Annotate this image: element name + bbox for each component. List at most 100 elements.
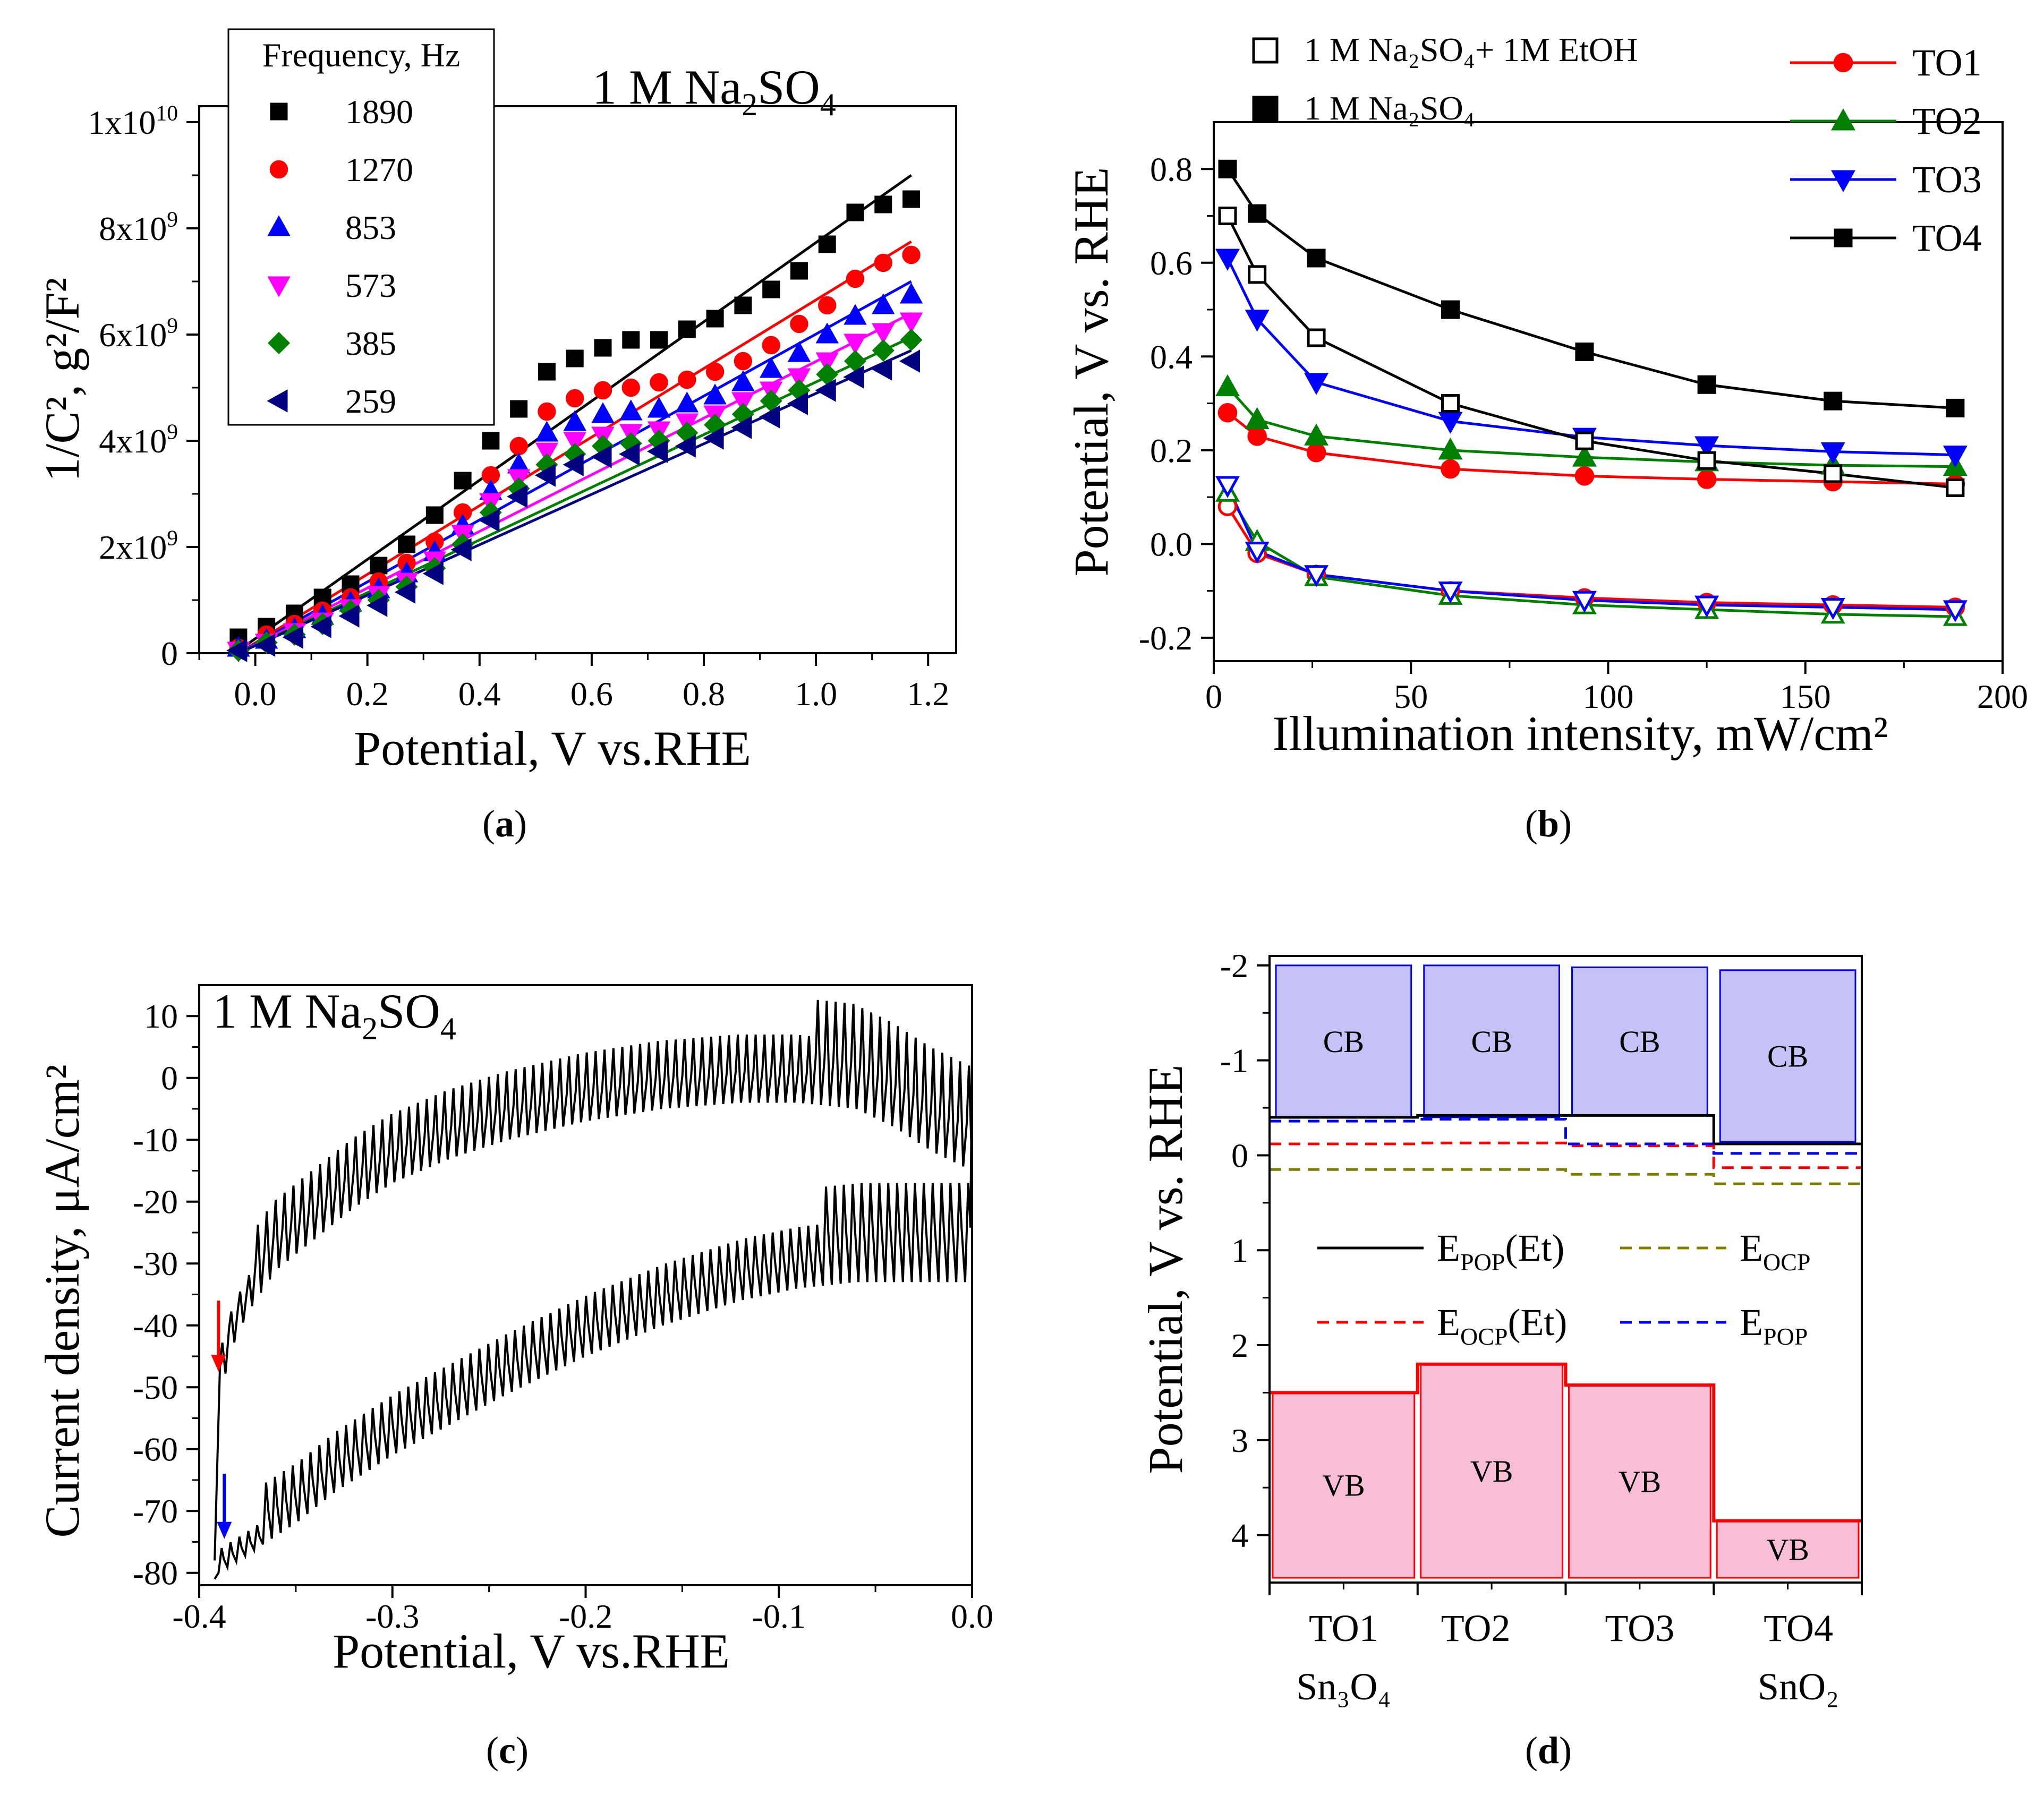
d-legend-label-E_POP(Et): EPOP(Et) [1437,1227,1564,1276]
d-cb-label-TO3: CB [1619,1024,1660,1059]
a-legend-label-853: 853 [345,209,396,246]
d-line-E_OCP [1270,1168,1862,1185]
b-xtick-label: 150 [1780,678,1831,715]
d-cb-label-TO1: CB [1323,1024,1364,1059]
a-point-853 [787,341,811,362]
d-sublabel-TO4: SnO₂ [1758,1665,1839,1708]
b-axis-ticks: 0 50 100 150 200 -0.2 0.0 0.2 0.4 0.6 0.8 [1139,150,2028,715]
c-xtick-label: -0.4 [172,1597,226,1635]
a-point-259 [450,538,472,561]
d-cb-label-TO4: CB [1767,1039,1808,1074]
b-legend-series: TO1 TO2 TO3 TO4 [1790,41,1982,259]
d-legend-label-E_OCP: EOCP [1740,1227,1810,1276]
c-ytick-label: -60 [133,1431,178,1468]
a-point-1270 [902,245,921,264]
a-point-1270 [762,336,780,355]
b-ytick-label: 0.0 [1150,525,1193,563]
c-ytick-label: -40 [133,1307,178,1345]
d-vb-rect-TO2 [1420,1363,1563,1579]
a-point-1890 [734,296,752,314]
b-legend-marker-TO1 [1833,53,1853,73]
c-current-trace [214,999,973,1580]
b-point-TO2-filled [1245,407,1270,429]
b-point-TO4-open [1697,451,1716,470]
a-legend-marker-385 [267,331,291,355]
a-point-1270 [874,253,892,272]
a-point-259 [871,357,892,381]
a-point-1890 [790,262,808,280]
a-point-259 [367,594,388,617]
c-ytick-label: -30 [133,1245,178,1283]
a-point-259 [479,509,500,532]
a-point-1890 [650,331,668,349]
c-y-axis-label: Current density, μA/cm² [35,1064,89,1537]
a-point-1890 [594,339,612,357]
a-xtick-label: 0.0 [234,675,277,713]
a-point-1270 [790,314,808,334]
a-point-853 [759,357,783,378]
b-legend-label-TO1: TO1 [1912,41,1982,84]
a-axis-ticks: 0.0 0.2 0.4 0.6 0.8 1.0 1.2 0 2x109 4x109 6x109 8x1… [88,100,949,713]
a-point-259 [815,379,836,402]
b-point-TO1-filled [1247,426,1267,446]
a-point-259 [338,604,360,628]
d-cb-label-TO2: CB [1471,1024,1512,1059]
a-xtick-label: 1.2 [907,675,949,713]
c-annotation: 1 M Na2SO4 [212,984,456,1046]
a-legend-label-259: 259 [345,382,396,420]
b-point-TO4-filled [1697,375,1716,394]
a-point-1270 [650,373,668,392]
b-legend-label-TO4: TO4 [1912,217,1982,259]
a-point-259 [507,485,528,508]
b-point-TO4-open [1218,207,1237,226]
b-point-TO4-open [1824,464,1843,483]
a-point-1890 [678,320,696,338]
a-point-1270 [566,389,584,408]
a-point-385 [872,339,895,362]
b-legend-marker-TO2 [1831,108,1855,131]
c-arrow-head-1 [217,1521,232,1539]
d-ytick-label: 3 [1231,1422,1248,1459]
d-category-label-TO1: TO1 [1309,1607,1378,1649]
c-ytick-label: -50 [133,1369,178,1406]
b-point-TO2-filled [1572,444,1597,467]
d-band-rectangles: CB VB CB VB CB VB CB VB [1270,964,1862,1579]
a-point-1270 [593,381,612,400]
a-x-axis-label: Potential, V vs.RHE [354,721,751,775]
a-point-1890 [762,280,780,298]
a-annotation: 1 M Na2SO4 [592,60,836,122]
a-point-1890 [902,190,921,208]
b-point-TO3-open [1820,598,1845,620]
d-ytick-label: 4 [1231,1517,1248,1554]
d-potential-lines [1270,1114,1862,1185]
a-point-573 [731,392,755,413]
b-legend-conditions: 1 M Na₂SO₄+ 1M EtOH 1 M Na₂SO₄ [1252,31,1638,127]
a-point-853 [844,304,867,325]
d-category-label-TO2: TO2 [1441,1607,1511,1649]
a-point-1890 [454,472,472,490]
panel-c-chart: -0.4 -0.3 -0.2 -0.1 0.0 -80 -70 -60 -50 -40 -30 -20… [35,984,993,1772]
a-point-573 [563,432,586,453]
b-point-TO4-filled [1946,398,1965,417]
c-axis-ticks: -0.4 -0.3 -0.2 -0.1 0.0 -80 -70 -60 -50 -40 -30 -20… [133,997,993,1635]
a-point-853 [703,383,727,405]
b-point-TO3-open [1572,591,1597,613]
a-point-259 [226,639,248,662]
a-ytick-label: 0 [161,635,178,672]
d-category-label-TO3: TO3 [1605,1607,1675,1649]
panel-a-chart: 0.0 0.2 0.4 0.6 0.8 1.0 1.2 0 2x109 4x109 6x109 8x1… [35,28,957,845]
a-point-1890 [538,363,556,381]
b-point-TO3-open [1245,542,1270,564]
b-point-TO3-open [1694,595,1719,618]
a-point-1270 [538,402,556,421]
a-point-853 [563,410,586,431]
b-line-TO1-filled [1227,412,1955,485]
d-vb-rect-TO3 [1568,1384,1711,1579]
a-point-573 [535,442,559,464]
b-point-TO4-filled [1824,391,1843,411]
b-point-TO3-filled [1820,442,1845,465]
a-point-1270 [621,378,640,397]
c-arrow-head-0 [211,1355,226,1372]
a-point-853 [647,397,671,418]
